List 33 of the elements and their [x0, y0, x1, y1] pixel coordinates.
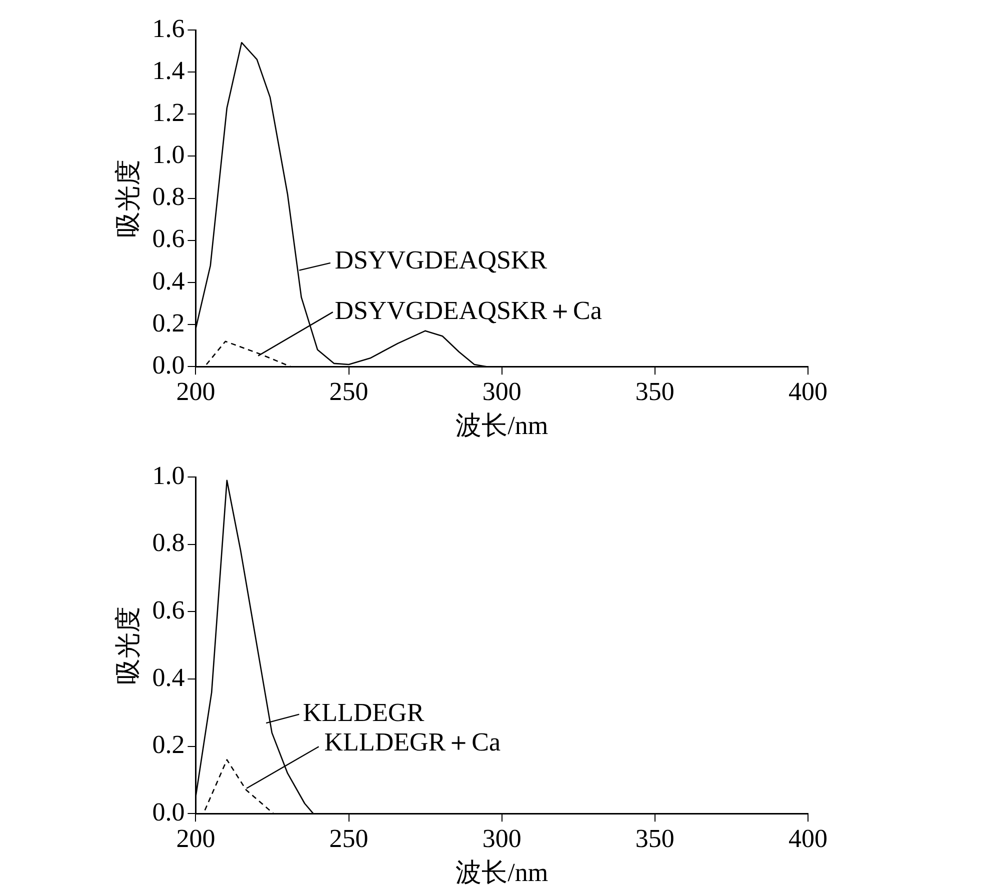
y-axis-title: 吸光度: [113, 159, 142, 238]
y-axis-title: 吸光度: [113, 606, 142, 684]
y-tick-label: 1.6: [152, 14, 185, 43]
text: KLLDEGR＋Ca: [324, 727, 501, 756]
x-axis-title: 波长/nm: [456, 858, 548, 888]
x-tick-label: 300: [482, 377, 522, 406]
y-tick-label: 1.0: [152, 140, 185, 170]
y-tick-label: 0.4: [152, 662, 185, 692]
y-tick-label: 1.2: [152, 98, 185, 127]
x-tick-label: 350: [635, 377, 674, 406]
text: DSYVGDEAQSKR＋Ca: [334, 296, 602, 325]
x-tick-label: 200: [176, 377, 216, 406]
y-tick-label: 0.6: [152, 595, 185, 624]
x-tick-label: 250: [329, 824, 368, 854]
x-tick-label: 250: [329, 377, 368, 406]
y-tick-label: 0.0: [152, 350, 185, 380]
y-tick-label: 0.2: [152, 308, 185, 338]
x-tick-label: 400: [788, 824, 828, 854]
x-axis-title: 波长/nm: [456, 411, 548, 440]
legend-label: DSYVGDEAQSKR: [334, 245, 548, 274]
y-tick-label: 1.0: [152, 460, 185, 490]
x-tick-label: 200: [176, 824, 216, 854]
legend-label: KLLDEGR: [302, 698, 425, 728]
y-tick-label: 0.8: [152, 182, 185, 212]
y-tick-label: 0.4: [152, 266, 185, 296]
y-tick-label: 0.8: [152, 528, 185, 558]
x-tick-label: 350: [635, 824, 674, 854]
x-tick-label: 400: [788, 377, 828, 406]
y-tick-label: 0.0: [152, 797, 185, 826]
x-tick-label: 300: [482, 824, 522, 854]
y-tick-label: 0.6: [152, 224, 185, 254]
y-tick-label: 1.4: [152, 56, 185, 85]
y-tick-label: 0.2: [152, 730, 185, 760]
